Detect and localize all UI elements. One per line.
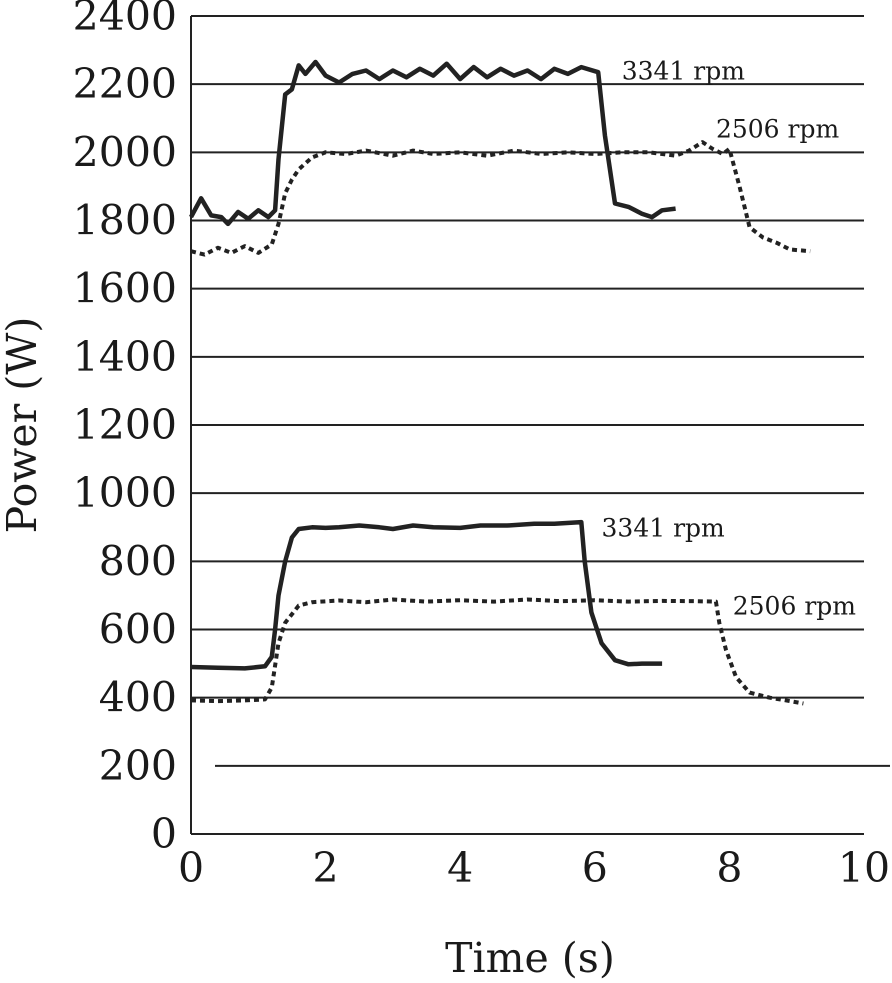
x-tick-label: 4 — [447, 844, 473, 892]
y-tick-label: 200 — [99, 742, 177, 790]
series-line-solid-2 — [190, 519, 663, 671]
series-line-dotted-1 — [190, 140, 811, 257]
y-tick-label: 800 — [99, 537, 177, 585]
series-label: 3341 rpm — [622, 57, 746, 86]
y-tick-label: 600 — [99, 606, 177, 654]
y-tick-label: 1800 — [73, 197, 177, 245]
x-tick-label: 0 — [178, 844, 204, 892]
series-lines — [189, 59, 811, 706]
x-tick-label: 2 — [313, 844, 339, 892]
axes — [190, 16, 864, 835]
series-labels: 3341 rpm 2506 rpm 3341 rpm 2506 rpm — [602, 57, 857, 621]
y-tick-label: 1200 — [73, 401, 177, 449]
series-label: 2506 rpm — [733, 592, 857, 621]
y-tick-label: 1600 — [73, 265, 177, 313]
series-label: 2506 rpm — [716, 114, 840, 143]
x-tick-labels: 0 2 4 6 8 10 — [178, 844, 890, 892]
y-axis-title: Power (W) — [0, 317, 46, 534]
y-tick-label: 2200 — [73, 60, 177, 108]
y-tick-labels: 0 200 400 600 800 1000 1200 1400 1600 1800 2000 220… — [73, 0, 177, 858]
series-label: 3341 rpm — [602, 513, 726, 542]
y-tick-label: 400 — [99, 674, 177, 722]
x-tick-label: 8 — [716, 844, 742, 892]
y-tick-label: 1000 — [73, 469, 177, 517]
gridlines — [191, 15, 890, 767]
series-line-dotted-3 — [190, 597, 804, 706]
y-tick-label: 0 — [151, 810, 177, 858]
y-tick-label: 2400 — [73, 0, 177, 40]
y-tick-label: 2000 — [73, 128, 177, 176]
x-axis-title: Time (s) — [445, 934, 615, 982]
x-tick-label: 10 — [838, 844, 890, 892]
y-tick-label: 1400 — [73, 333, 177, 381]
series-line-solid-0 — [189, 59, 676, 227]
x-tick-label: 6 — [582, 844, 608, 892]
